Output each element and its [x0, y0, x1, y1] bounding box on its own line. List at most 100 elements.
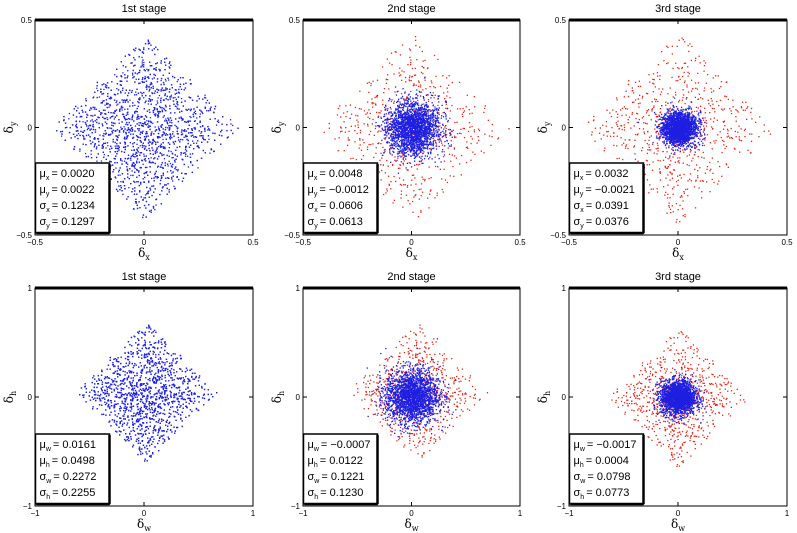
data-point: [434, 94, 436, 96]
data-point: [396, 135, 398, 137]
data-point: [402, 152, 404, 154]
data-point: [404, 92, 406, 94]
data-point: [149, 88, 151, 91]
data-point: [399, 54, 402, 56]
data-point: [409, 137, 412, 139]
data-point: [414, 156, 417, 159]
data-point: [84, 111, 87, 113]
data-point: [431, 158, 433, 160]
data-point: [116, 104, 118, 106]
data-point: [449, 134, 451, 137]
data-point: [367, 123, 369, 125]
data-point: [405, 167, 407, 169]
data-point: [379, 159, 381, 162]
data-point: [423, 144, 426, 146]
data-point: [116, 143, 118, 145]
data-point: [183, 163, 185, 166]
data-point: [411, 127, 413, 129]
data-point: [414, 142, 417, 144]
data-point: [115, 147, 117, 149]
data-point: [436, 126, 438, 128]
data-point: [436, 118, 438, 120]
data-point: [132, 188, 134, 190]
data-point: [446, 87, 448, 89]
data-point: [138, 124, 140, 126]
data-point: [157, 116, 159, 119]
data-point: [149, 120, 152, 123]
data-point: [200, 135, 203, 137]
data-point: [401, 143, 403, 145]
series-1: [56, 39, 239, 219]
data-point: [390, 147, 392, 149]
data-point: [129, 130, 131, 132]
data-point: [411, 75, 414, 78]
data-point: [197, 95, 199, 97]
data-point: [162, 146, 164, 148]
data-point: [146, 170, 148, 173]
data-point: [160, 143, 162, 145]
data-point: [143, 47, 145, 49]
data-point: [127, 145, 129, 147]
data-point: [402, 148, 404, 150]
data-point: [159, 70, 161, 72]
data-point: [398, 75, 401, 77]
data-point: [474, 106, 476, 108]
data-point: [102, 147, 104, 149]
data-point: [419, 106, 422, 109]
data-point: [404, 112, 406, 115]
data-point: [427, 128, 429, 131]
data-point: [116, 150, 119, 153]
data-point: [406, 103, 408, 105]
data-point: [428, 116, 430, 118]
data-point: [400, 97, 402, 99]
data-point: [128, 53, 130, 56]
data-point: [390, 144, 393, 146]
data-point: [120, 187, 122, 189]
data-point: [126, 158, 129, 160]
data-point: [431, 117, 433, 119]
data-point: [420, 136, 422, 138]
data-point: [423, 121, 426, 123]
data-point: [178, 178, 180, 181]
data-point: [163, 89, 165, 91]
data-point: [199, 135, 201, 137]
data-point: [457, 108, 459, 110]
data-point: [430, 131, 432, 133]
data-point: [167, 165, 169, 167]
data-point: [460, 128, 462, 130]
data-point: [136, 168, 138, 171]
data-point: [397, 124, 399, 126]
data-point: [419, 132, 422, 134]
data-point: [120, 158, 122, 160]
data-point: [429, 128, 431, 130]
data-point: [381, 169, 383, 172]
data-point: [426, 109, 428, 111]
data-point: [436, 115, 438, 117]
data-point: [433, 127, 435, 129]
data-point: [102, 125, 104, 127]
data-point: [402, 126, 404, 128]
data-point: [442, 124, 444, 126]
data-point: [410, 128, 412, 130]
data-point: [417, 143, 419, 145]
data-point: [149, 117, 152, 119]
data-point: [410, 113, 413, 116]
data-point: [381, 139, 383, 142]
data-point: [143, 181, 145, 183]
data-point: [422, 132, 424, 134]
data-point: [152, 153, 154, 155]
data-point: [390, 108, 392, 110]
data-point: [101, 123, 103, 125]
data-point: [83, 130, 86, 132]
data-point: [395, 146, 397, 148]
data-point: [367, 101, 369, 103]
data-point: [417, 102, 419, 104]
data-point: [120, 126, 122, 128]
data-point: [121, 109, 123, 111]
data-point: [141, 65, 143, 67]
data-point: [397, 107, 399, 109]
data-point: [202, 135, 204, 137]
data-point: [463, 127, 466, 130]
data-point: [424, 132, 426, 134]
data-point: [154, 53, 156, 56]
